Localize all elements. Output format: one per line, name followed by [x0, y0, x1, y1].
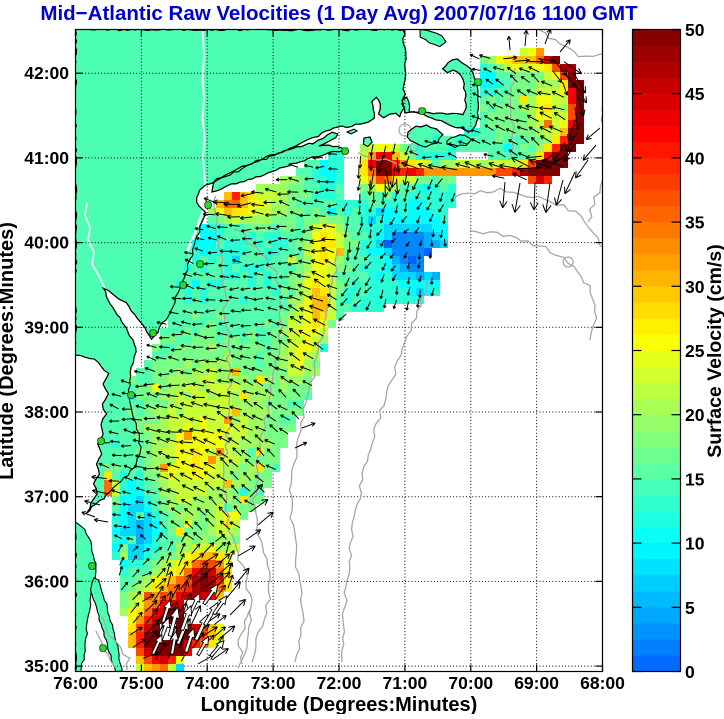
svg-text:69:00: 69:00: [514, 673, 559, 693]
svg-text:35:00: 35:00: [24, 656, 69, 676]
svg-text:45: 45: [685, 84, 705, 104]
svg-text:71:00: 71:00: [383, 673, 428, 693]
svg-text:Surface Velocity (cm/s): Surface Velocity (cm/s): [704, 244, 724, 458]
svg-text:20: 20: [685, 405, 705, 425]
svg-text:75:00: 75:00: [119, 673, 164, 693]
svg-text:Longitude (Degrees:Minutes): Longitude (Degrees:Minutes): [201, 694, 478, 714]
svg-text:42:00: 42:00: [24, 63, 69, 83]
svg-text:37:00: 37:00: [24, 487, 69, 507]
svg-text:39:00: 39:00: [24, 317, 69, 337]
svg-text:76:00: 76:00: [53, 673, 98, 693]
svg-text:40: 40: [685, 148, 705, 168]
svg-text:Latitude (Degrees:Minutes): Latitude (Degrees:Minutes): [0, 222, 18, 480]
svg-text:70:00: 70:00: [448, 673, 493, 693]
svg-text:41:00: 41:00: [24, 148, 69, 168]
svg-text:15: 15: [685, 469, 705, 489]
svg-text:10: 10: [685, 534, 705, 554]
svg-text:30: 30: [685, 277, 705, 297]
svg-text:35: 35: [685, 213, 705, 233]
svg-text:73:00: 73:00: [251, 673, 296, 693]
svg-text:68:00: 68:00: [580, 673, 625, 693]
svg-text:Mid−Atlantic Raw Velocities (1: Mid−Atlantic Raw Velocities (1 Day Avg) …: [40, 2, 638, 25]
svg-text:25: 25: [685, 341, 705, 361]
svg-text:5: 5: [685, 598, 695, 618]
svg-text:38:00: 38:00: [24, 402, 69, 422]
svg-text:72:00: 72:00: [317, 673, 362, 693]
svg-text:36:00: 36:00: [24, 571, 69, 591]
svg-text:0: 0: [685, 662, 695, 682]
svg-text:40:00: 40:00: [24, 233, 69, 253]
svg-text:50: 50: [685, 20, 705, 40]
svg-text:74:00: 74:00: [185, 673, 230, 693]
